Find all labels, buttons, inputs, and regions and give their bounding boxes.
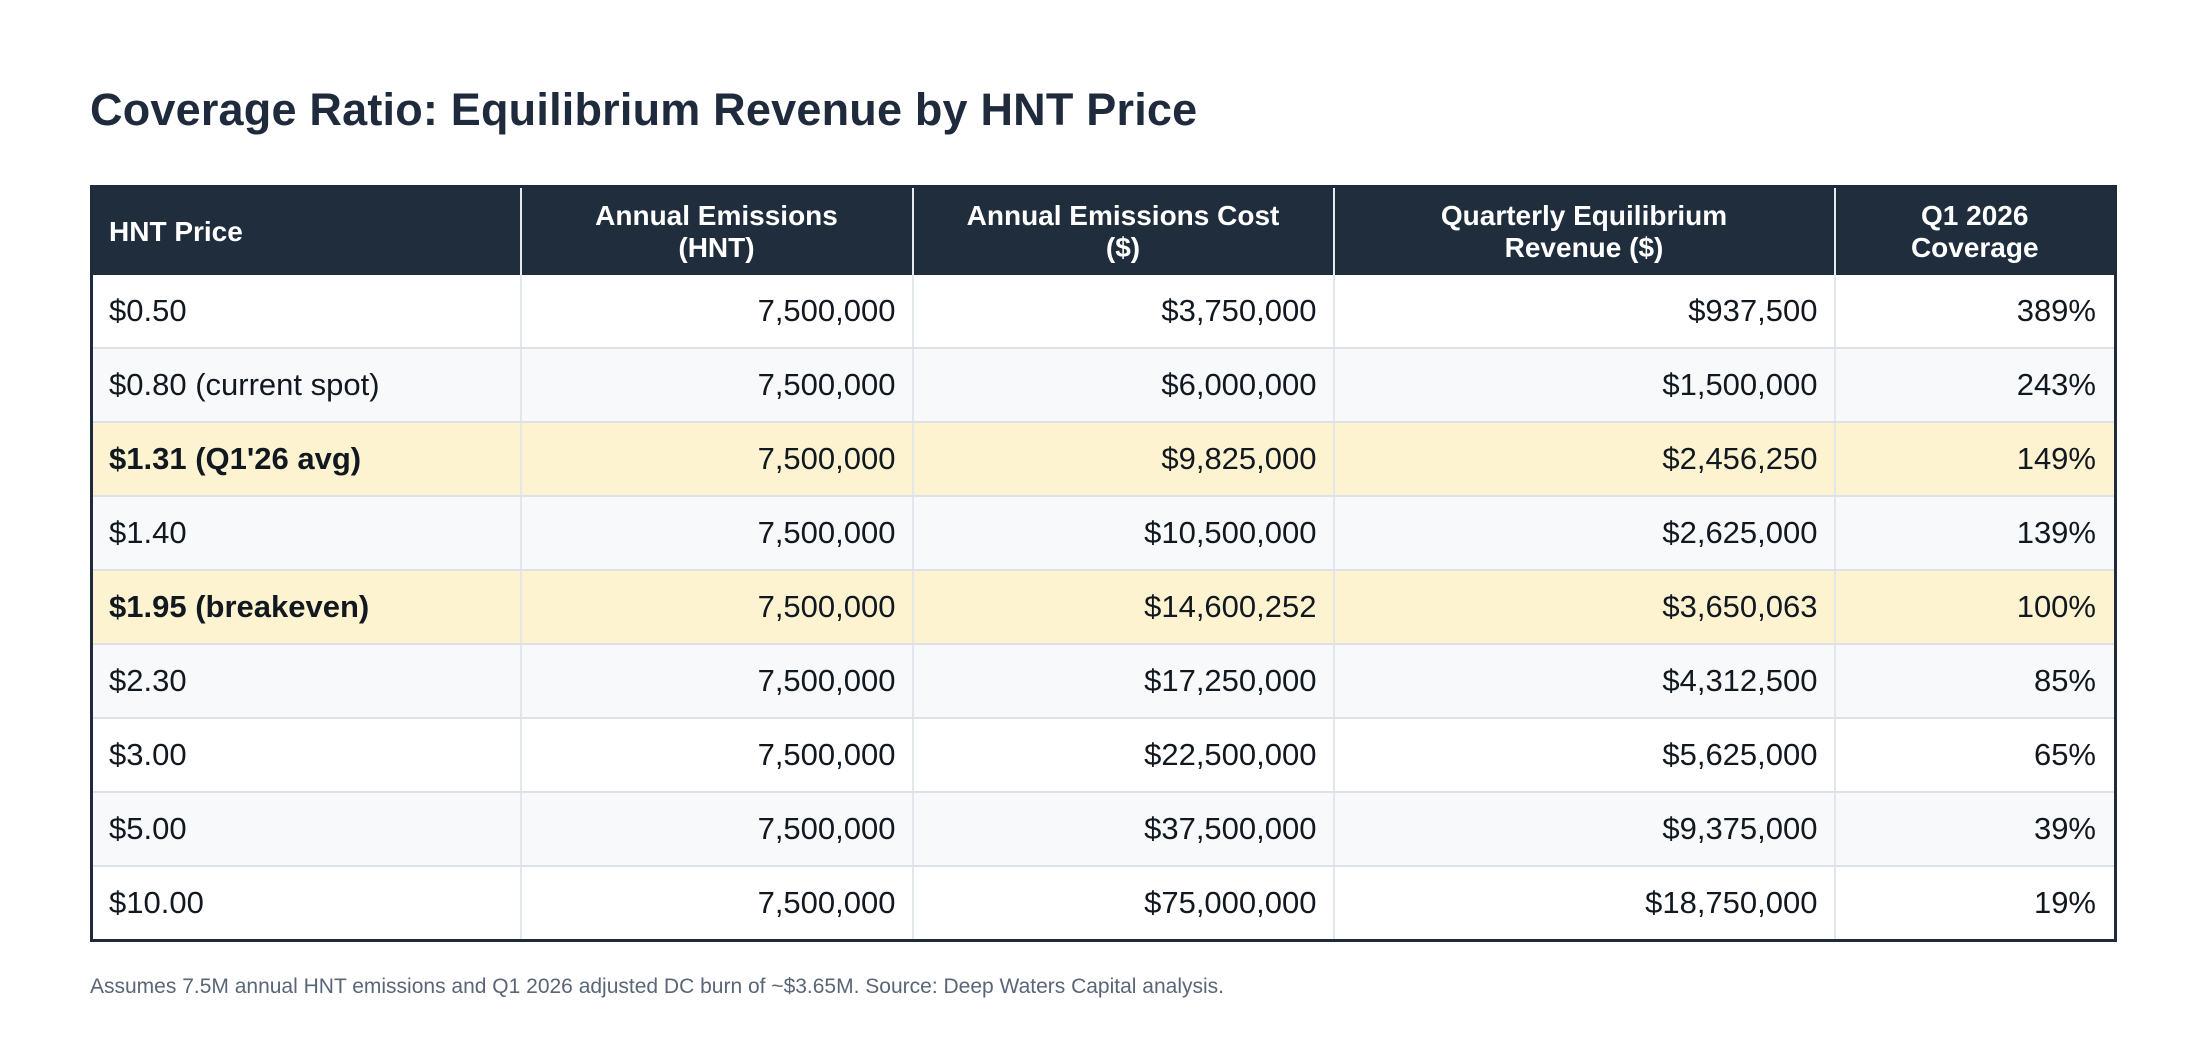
column-header-hnt-price: HNT Price bbox=[91, 186, 522, 275]
cell-quarterly-equilibrium-revenue: $2,625,000 bbox=[1333, 496, 1836, 571]
cell-annual-emissions: 7,500,000 bbox=[520, 718, 914, 793]
cell-quarterly-equilibrium-revenue: $9,375,000 bbox=[1333, 792, 1836, 867]
cell-quarterly-equilibrium-revenue: $5,625,000 bbox=[1333, 718, 1836, 793]
cell-quarterly-equilibrium-revenue: $3,650,063 bbox=[1333, 570, 1836, 645]
cell-annual-emissions: 7,500,000 bbox=[520, 570, 914, 645]
cell-quarterly-equilibrium-revenue: $1,500,000 bbox=[1333, 348, 1836, 423]
table-row: $0.80 (current spot) 7,500,000 $6,000,000 $… bbox=[91, 348, 2116, 423]
cell-annual-emissions: 7,500,000 bbox=[520, 496, 914, 571]
cell-annual-emissions: 7,500,000 bbox=[520, 422, 914, 497]
cell-q1-2026-coverage: 139% bbox=[1834, 496, 2116, 571]
cell-annual-emissions-cost: $10,500,000 bbox=[912, 496, 1335, 571]
cell-q1-2026-coverage: 389% bbox=[1834, 275, 2116, 349]
cell-hnt-price: $2.30 bbox=[91, 644, 522, 719]
cell-annual-emissions-cost: $3,750,000 bbox=[912, 275, 1335, 349]
column-header-annual-emissions-cost: Annual Emissions Cost ($) bbox=[912, 186, 1335, 275]
table-row: $1.31 (Q1'26 avg) 7,500,000 $9,825,000 $2,4… bbox=[91, 422, 2116, 497]
table-row: $5.00 7,500,000 $37,500,000 $9,375,000 39% bbox=[91, 792, 2116, 867]
header-row: HNT Price Annual Emissions (HNT) Annual Emi… bbox=[91, 186, 2116, 275]
cell-q1-2026-coverage: 100% bbox=[1834, 570, 2116, 645]
cell-hnt-price: $0.50 bbox=[91, 275, 522, 349]
cell-hnt-price: $10.00 bbox=[91, 866, 522, 941]
cell-annual-emissions: 7,500,000 bbox=[520, 644, 914, 719]
cell-annual-emissions: 7,500,000 bbox=[520, 275, 914, 349]
cell-q1-2026-coverage: 19% bbox=[1834, 866, 2116, 941]
column-header-line: Annual Emissions bbox=[595, 199, 838, 231]
cell-annual-emissions-cost: $6,000,000 bbox=[912, 348, 1335, 423]
cell-q1-2026-coverage: 243% bbox=[1834, 348, 2116, 423]
column-header-line: Revenue ($) bbox=[1504, 231, 1664, 263]
cell-hnt-price: $1.31 (Q1'26 avg) bbox=[91, 422, 522, 497]
cell-quarterly-equilibrium-revenue: $4,312,500 bbox=[1333, 644, 1836, 719]
page-title: Coverage Ratio: Equilibrium Revenue by H… bbox=[90, 84, 1198, 135]
table-row: $2.30 7,500,000 $17,250,000 $4,312,500 85% bbox=[91, 644, 2116, 719]
cell-q1-2026-coverage: 85% bbox=[1834, 644, 2116, 719]
cell-annual-emissions: 7,500,000 bbox=[520, 866, 914, 941]
cell-annual-emissions-cost: $17,250,000 bbox=[912, 644, 1335, 719]
footnote: Assumes 7.5M annual HNT emissions and Q1… bbox=[90, 975, 1224, 998]
table-row: $0.50 7,500,000 $3,750,000 $937,500 389% bbox=[91, 275, 2116, 349]
column-header-line: Quarterly Equilibrium bbox=[1440, 199, 1728, 231]
cell-hnt-price: $3.00 bbox=[91, 718, 522, 793]
cell-quarterly-equilibrium-revenue: $2,456,250 bbox=[1333, 422, 1836, 497]
table-row: $10.00 7,500,000 $75,000,000 $18,750,000 19% bbox=[91, 866, 2116, 941]
column-header-line: (HNT) bbox=[678, 231, 755, 263]
table-row: $3.00 7,500,000 $22,500,000 $5,625,000 65% bbox=[91, 718, 2116, 793]
column-header-line: Coverage bbox=[1910, 231, 2039, 263]
cell-hnt-price: $0.80 (current spot) bbox=[91, 348, 522, 423]
column-header-quarterly-equilibrium-revenue: Quarterly Equilibrium Revenue ($) bbox=[1333, 186, 1836, 275]
table-body: $0.50 7,500,000 $3,750,000 $937,500 389% $0.8… bbox=[91, 275, 2116, 941]
column-header-line: ($) bbox=[1105, 231, 1141, 263]
column-header-line: Annual Emissions Cost bbox=[966, 199, 1280, 231]
table-row: $1.40 7,500,000 $10,500,000 $2,625,000 139% bbox=[91, 496, 2116, 571]
column-header-line: HNT Price bbox=[109, 215, 243, 247]
column-header-annual-emissions: Annual Emissions (HNT) bbox=[520, 186, 914, 275]
cell-annual-emissions-cost: $14,600,252 bbox=[912, 570, 1335, 645]
cell-annual-emissions-cost: $9,825,000 bbox=[912, 422, 1335, 497]
cell-quarterly-equilibrium-revenue: $937,500 bbox=[1333, 275, 1836, 349]
coverage-table: HNT Price Annual Emissions (HNT) Annual Emi… bbox=[90, 185, 2117, 942]
table-header: HNT Price Annual Emissions (HNT) Annual Emi… bbox=[91, 186, 2116, 275]
cell-quarterly-equilibrium-revenue: $18,750,000 bbox=[1333, 866, 1836, 941]
cell-annual-emissions-cost: $37,500,000 bbox=[912, 792, 1335, 867]
column-header-q1-2026-coverage: Q1 2026 Coverage bbox=[1834, 186, 2116, 275]
cell-hnt-price: $1.95 (breakeven) bbox=[91, 570, 522, 645]
cell-annual-emissions-cost: $75,000,000 bbox=[912, 866, 1335, 941]
cell-annual-emissions-cost: $22,500,000 bbox=[912, 718, 1335, 793]
table-row: $1.95 (breakeven) 7,500,000 $14,600,252 $3,… bbox=[91, 570, 2116, 645]
cell-annual-emissions: 7,500,000 bbox=[520, 348, 914, 423]
cell-q1-2026-coverage: 149% bbox=[1834, 422, 2116, 497]
cell-annual-emissions: 7,500,000 bbox=[520, 792, 914, 867]
cell-hnt-price: $5.00 bbox=[91, 792, 522, 867]
column-header-line: Q1 2026 bbox=[1921, 199, 2029, 231]
cell-q1-2026-coverage: 65% bbox=[1834, 718, 2116, 793]
cell-q1-2026-coverage: 39% bbox=[1834, 792, 2116, 867]
cell-hnt-price: $1.40 bbox=[91, 496, 522, 571]
